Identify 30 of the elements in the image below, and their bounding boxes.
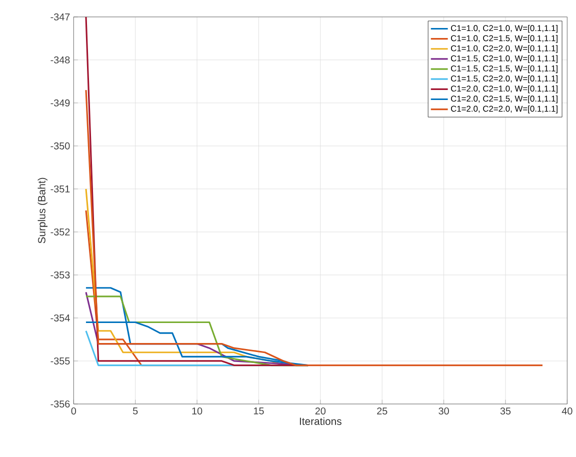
- y-tick-label: -354: [50, 314, 70, 322]
- x-tick-label: 35: [500, 408, 511, 415]
- x-axis-title: Iterations: [300, 417, 342, 426]
- legend-label: C1=1.0, C2=1.5, W=[0.1,1.1]: [451, 35, 558, 44]
- x-tick-label: 5: [132, 408, 138, 415]
- x-tick-label: 15: [254, 408, 264, 415]
- y-tick-label: -350: [50, 142, 70, 150]
- legend-label: C1=1.5, C2=1.0, W=[0.1,1.1]: [451, 55, 558, 64]
- legend-label: C1=2.0, C2=2.0, W=[0.1,1.1]: [451, 106, 558, 114]
- x-tick-label: 20: [315, 408, 326, 415]
- y-tick-label: -351: [50, 186, 70, 193]
- x-tick-label: 0: [71, 408, 76, 415]
- y-tick-label: -356: [50, 400, 70, 408]
- y-tick-label: -353: [50, 272, 70, 279]
- y-tick-label: -347: [50, 14, 70, 21]
- x-tick-label: 40: [562, 408, 572, 415]
- y-tick-label: -355: [50, 358, 70, 365]
- x-tick-label: 30: [438, 408, 449, 415]
- y-tick-label: -348: [50, 56, 70, 64]
- legend-label: C1=2.0, C2=1.5, W=[0.1,1.1]: [451, 96, 558, 104]
- x-tick-label: 10: [192, 408, 202, 415]
- legend-label: C1=2.0, C2=1.0, W=[0.1,1.1]: [451, 86, 558, 94]
- y-tick-label: -352: [50, 228, 70, 236]
- x-tick-label: 25: [377, 408, 388, 415]
- y-tick-label: -349: [50, 100, 70, 107]
- y-axis-title: Surplus (Baht): [38, 178, 48, 244]
- legend-label: C1=1.0, C2=2.0, W=[0.1,1.1]: [451, 45, 558, 54]
- legend-label: C1=1.0, C2=1.0, W=[0.1,1.1]: [451, 25, 558, 33]
- legend-label: C1=1.5, C2=1.5, W=[0.1,1.1]: [451, 65, 558, 74]
- legend-label: C1=1.5, C2=2.0, W=[0.1,1.1]: [451, 75, 558, 84]
